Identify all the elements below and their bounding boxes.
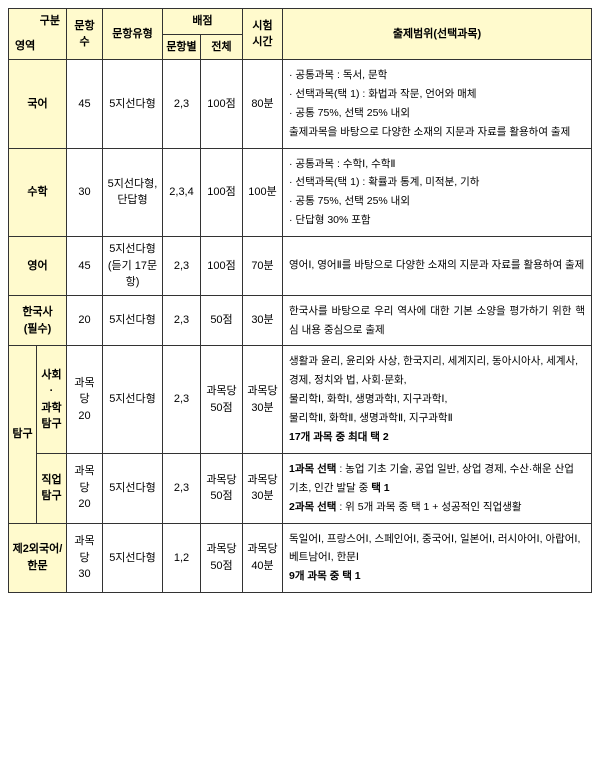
text-line: 선택과목(택 1) : 확률과 통계, 미적분, 기하: [289, 173, 585, 192]
header-type: 문항유형: [103, 9, 163, 60]
text-line: 독일어Ⅰ, 프랑스어Ⅰ, 스페인어Ⅰ, 중국어Ⅰ, 일본어Ⅰ, 러시아어Ⅰ, 아…: [289, 530, 585, 568]
social-type: 5지선다형: [103, 346, 163, 453]
history-time: 30분: [243, 295, 283, 346]
text-line: 17개 과목 중 최대 택 2: [289, 428, 585, 447]
english-area: 영어: [9, 237, 67, 296]
header-area: 영역: [9, 34, 67, 60]
korean-score-per: 2,3: [163, 60, 201, 149]
vocational-sub: 직업 탐구: [37, 453, 67, 523]
text-span: 2과목 선택: [289, 501, 336, 513]
text-line: 경제, 정치와 법, 사회·문화,: [289, 371, 585, 390]
row-english: 영어 45 5지선다형 (듣기 17문항) 2,3 100점 70분 영어Ⅰ, …: [9, 237, 592, 296]
row-math: 수학 30 5지선다형, 단답형 2,3,4 100점 100분 공통과목 : …: [9, 148, 592, 237]
row-foreign: 제2외국어/ 한문 과목당 30 5지선다형 1,2 과목당 50점 과목당 4…: [9, 523, 592, 593]
math-score-total: 100점: [201, 148, 243, 237]
foreign-area: 제2외국어/ 한문: [9, 523, 67, 593]
math-type: 5지선다형, 단답형: [103, 148, 163, 237]
row-history: 한국사 (필수) 20 5지선다형 2,3 50점 30분 한국사를 바탕으로 …: [9, 295, 592, 346]
exam-info-table: 구분 문항 수 문항유형 배점 시험 시간 출제범위(선택과목) 영역 문항별 …: [8, 8, 592, 593]
text-line: 선택과목(택 1) : 화법과 작문, 언어와 매체: [289, 85, 585, 104]
history-desc: 한국사를 바탕으로 우리 역사에 대한 기본 소양을 평가하기 위한 핵심 내용…: [283, 295, 592, 346]
inquiry-area: 탐구: [9, 346, 37, 523]
text-line: 출제과목을 바탕으로 다양한 소재의 지문과 자료를 활용하여 출제: [289, 123, 585, 142]
text-line: 공통 75%, 선택 25% 내외: [289, 192, 585, 211]
vocational-desc: 1과목 선택 : 농업 기초 기술, 공업 일반, 상업 경제, 수산·해운 산…: [283, 453, 592, 523]
foreign-score-total: 과목당 50점: [201, 523, 243, 593]
social-score-total: 과목당 50점: [201, 346, 243, 453]
korean-time: 80분: [243, 60, 283, 149]
math-area: 수학: [9, 148, 67, 237]
header-count: 문항 수: [67, 9, 103, 60]
text-line: 물리학Ⅰ, 화학Ⅰ, 생명과학Ⅰ, 지구과학Ⅰ,: [289, 390, 585, 409]
row-vocational: 직업 탐구 과목당 20 5지선다형 2,3 과목당 50점 과목당 30분 1…: [9, 453, 592, 523]
math-desc: 공통과목 : 수학Ⅰ, 수학Ⅱ 선택과목(택 1) : 확률과 통계, 미적분,…: [283, 148, 592, 237]
history-count: 20: [67, 295, 103, 346]
text-line: 공통 75%, 선택 25% 내외: [289, 104, 585, 123]
foreign-time: 과목당 40분: [243, 523, 283, 593]
text-span: 1과목 선택: [289, 463, 336, 475]
korean-desc: 공통과목 : 독서, 문학 선택과목(택 1) : 화법과 작문, 언어와 매체…: [283, 60, 592, 149]
english-count: 45: [67, 237, 103, 296]
history-score-total: 50점: [201, 295, 243, 346]
social-score-per: 2,3: [163, 346, 201, 453]
vocational-type: 5지선다형: [103, 453, 163, 523]
social-sub: 사회 · 과학 탐구: [37, 346, 67, 453]
row-social: 탐구 사회 · 과학 탐구 과목당 20 5지선다형 2,3 과목당 50점 과…: [9, 346, 592, 453]
text-line: 1과목 선택 : 농업 기초 기술, 공업 일반, 상업 경제, 수산·해운 산…: [289, 460, 585, 498]
math-count: 30: [67, 148, 103, 237]
english-type: 5지선다형 (듣기 17문항): [103, 237, 163, 296]
korean-area: 국어: [9, 60, 67, 149]
math-time: 100분: [243, 148, 283, 237]
header-time: 시험 시간: [243, 9, 283, 60]
english-score-total: 100점: [201, 237, 243, 296]
row-korean: 국어 45 5지선다형 2,3 100점 80분 공통과목 : 독서, 문학 선…: [9, 60, 592, 149]
text-line: 공통과목 : 수학Ⅰ, 수학Ⅱ: [289, 155, 585, 174]
table-header: 구분 문항 수 문항유형 배점 시험 시간 출제범위(선택과목) 영역 문항별 …: [9, 9, 592, 60]
text-line: 단답형 30% 포함: [289, 211, 585, 230]
header-division: 구분: [9, 9, 67, 35]
text-span: 택 1: [371, 482, 389, 494]
history-type: 5지선다형: [103, 295, 163, 346]
history-area: 한국사 (필수): [9, 295, 67, 346]
header-score-per: 문항별: [163, 34, 201, 60]
header-scope: 출제범위(선택과목): [283, 9, 592, 60]
foreign-count: 과목당 30: [67, 523, 103, 593]
text-line: 9개 과목 중 택 1: [289, 567, 585, 586]
korean-type: 5지선다형: [103, 60, 163, 149]
text-line: 생활과 윤리, 윤리와 사상, 한국지리, 세계지리, 동아시아사, 세계사,: [289, 352, 585, 371]
text-line: 2과목 선택 : 위 5개 과목 중 택 1 + 성공적인 직업생활: [289, 498, 585, 517]
vocational-time: 과목당 30분: [243, 453, 283, 523]
history-score-per: 2,3: [163, 295, 201, 346]
foreign-type: 5지선다형: [103, 523, 163, 593]
english-score-per: 2,3: [163, 237, 201, 296]
text-line: 물리학Ⅱ, 화학Ⅱ, 생명과학Ⅱ, 지구과학Ⅱ: [289, 409, 585, 428]
text-span: : 위 5개 과목 중 택 1 + 성공적인 직업생활: [336, 501, 521, 513]
english-desc: 영어Ⅰ, 영어Ⅱ를 바탕으로 다양한 소재의 지문과 자료를 활용하여 출제: [283, 237, 592, 296]
vocational-count: 과목당 20: [67, 453, 103, 523]
header-score-total: 전체: [201, 34, 243, 60]
math-score-per: 2,3,4: [163, 148, 201, 237]
text-line: 공통과목 : 독서, 문학: [289, 66, 585, 85]
korean-score-total: 100점: [201, 60, 243, 149]
foreign-score-per: 1,2: [163, 523, 201, 593]
header-scoring: 배점: [163, 9, 243, 35]
korean-count: 45: [67, 60, 103, 149]
social-time: 과목당 30분: [243, 346, 283, 453]
social-desc: 생활과 윤리, 윤리와 사상, 한국지리, 세계지리, 동아시아사, 세계사, …: [283, 346, 592, 453]
vocational-score-per: 2,3: [163, 453, 201, 523]
social-count: 과목당 20: [67, 346, 103, 453]
foreign-desc: 독일어Ⅰ, 프랑스어Ⅰ, 스페인어Ⅰ, 중국어Ⅰ, 일본어Ⅰ, 러시아어Ⅰ, 아…: [283, 523, 592, 593]
vocational-score-total: 과목당 50점: [201, 453, 243, 523]
english-time: 70분: [243, 237, 283, 296]
